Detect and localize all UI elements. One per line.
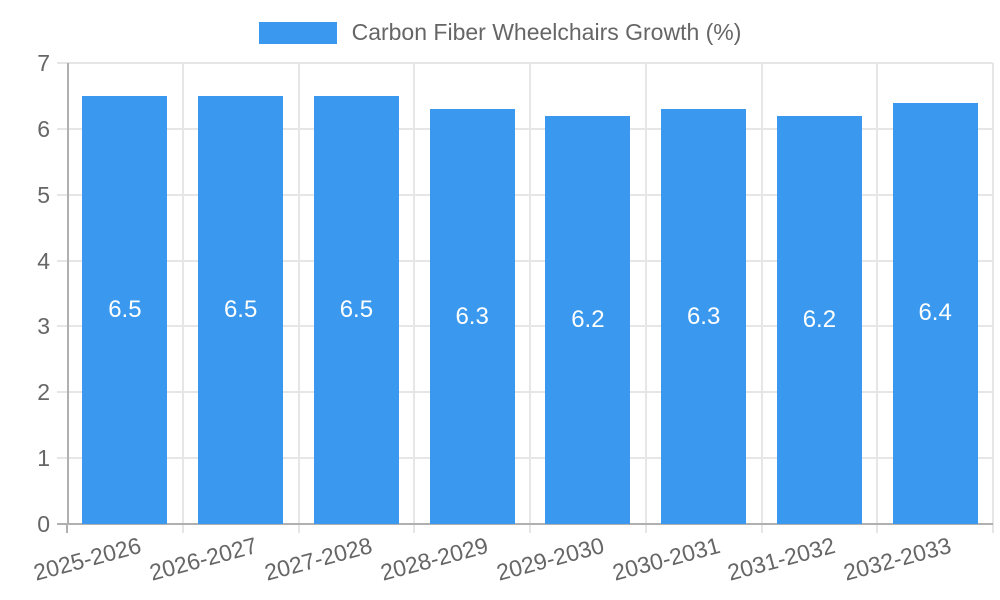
y-axis-tick xyxy=(57,259,67,262)
y-axis-tick xyxy=(57,523,67,525)
x-axis-line xyxy=(67,523,993,525)
y-tick-label: 0 xyxy=(37,511,50,537)
legend: Carbon Fiber Wheelchairs Growth (%) xyxy=(0,19,1000,46)
y-tick-label: 4 xyxy=(37,247,50,274)
y-tick-label: 2 xyxy=(37,379,50,406)
y-axis-tick xyxy=(57,391,67,394)
bar-value-label: 6.2 xyxy=(802,305,837,333)
y-axis-tick xyxy=(57,325,67,328)
y-axis-tick xyxy=(57,62,67,64)
bar-value-label: 6.5 xyxy=(339,295,374,323)
bar-value-label: 6.5 xyxy=(223,295,258,323)
x-axis-tick xyxy=(413,524,416,533)
bar[interactable]: 6.2 xyxy=(545,115,631,524)
y-axis-tick xyxy=(57,193,67,196)
gridline-vertical xyxy=(992,63,994,524)
y-tick-label: 7 xyxy=(37,50,50,76)
gridline-vertical xyxy=(876,63,879,524)
bar[interactable]: 6.5 xyxy=(313,95,399,524)
bar[interactable]: 6.5 xyxy=(82,95,168,524)
bar-value-label: 6.3 xyxy=(686,302,721,330)
y-axis-line xyxy=(67,63,69,524)
bar-value-label: 6.3 xyxy=(455,302,489,330)
bar[interactable]: 6.3 xyxy=(429,109,515,524)
plot-area: 0 1 2 3 4 5 6 7 6.5 2025-2026 6.5 2026-2027 6.5 2027-… xyxy=(31,50,994,586)
gridline-vertical xyxy=(297,63,300,524)
gridline-vertical xyxy=(760,63,763,524)
x-axis-tick xyxy=(876,524,879,533)
y-tick-label: 5 xyxy=(37,181,50,208)
bar[interactable]: 6.5 xyxy=(198,95,284,524)
legend-swatch-icon xyxy=(258,21,337,44)
x-axis-tick xyxy=(529,524,531,533)
bar-value-label: 6.5 xyxy=(108,295,142,323)
x-axis-tick xyxy=(297,524,300,533)
bar[interactable]: 6.3 xyxy=(661,109,747,524)
bar[interactable]: 6.4 xyxy=(892,102,978,524)
x-axis-tick xyxy=(181,524,184,533)
y-tick-label: 6 xyxy=(37,115,50,142)
y-tick-label: 3 xyxy=(37,313,50,340)
bar[interactable]: 6.2 xyxy=(776,115,862,524)
x-axis-tick xyxy=(992,524,994,533)
y-tick-label: 1 xyxy=(37,445,50,472)
gridline-vertical xyxy=(181,63,184,524)
bar-value-label: 6.2 xyxy=(571,305,605,333)
gridline-vertical xyxy=(644,63,647,524)
gridline-vertical xyxy=(529,63,531,524)
y-axis-tick xyxy=(57,127,67,130)
x-axis-tick xyxy=(760,524,763,533)
x-axis-tick xyxy=(644,524,647,533)
gridline-vertical xyxy=(413,63,416,524)
x-axis-tick xyxy=(66,524,68,533)
y-axis-tick xyxy=(57,457,67,460)
legend-label: Carbon Fiber Wheelchairs Growth (%) xyxy=(351,19,742,45)
bar-value-label: 6.4 xyxy=(918,299,952,327)
legend-item[interactable]: Carbon Fiber Wheelchairs Growth (%) xyxy=(258,19,742,46)
